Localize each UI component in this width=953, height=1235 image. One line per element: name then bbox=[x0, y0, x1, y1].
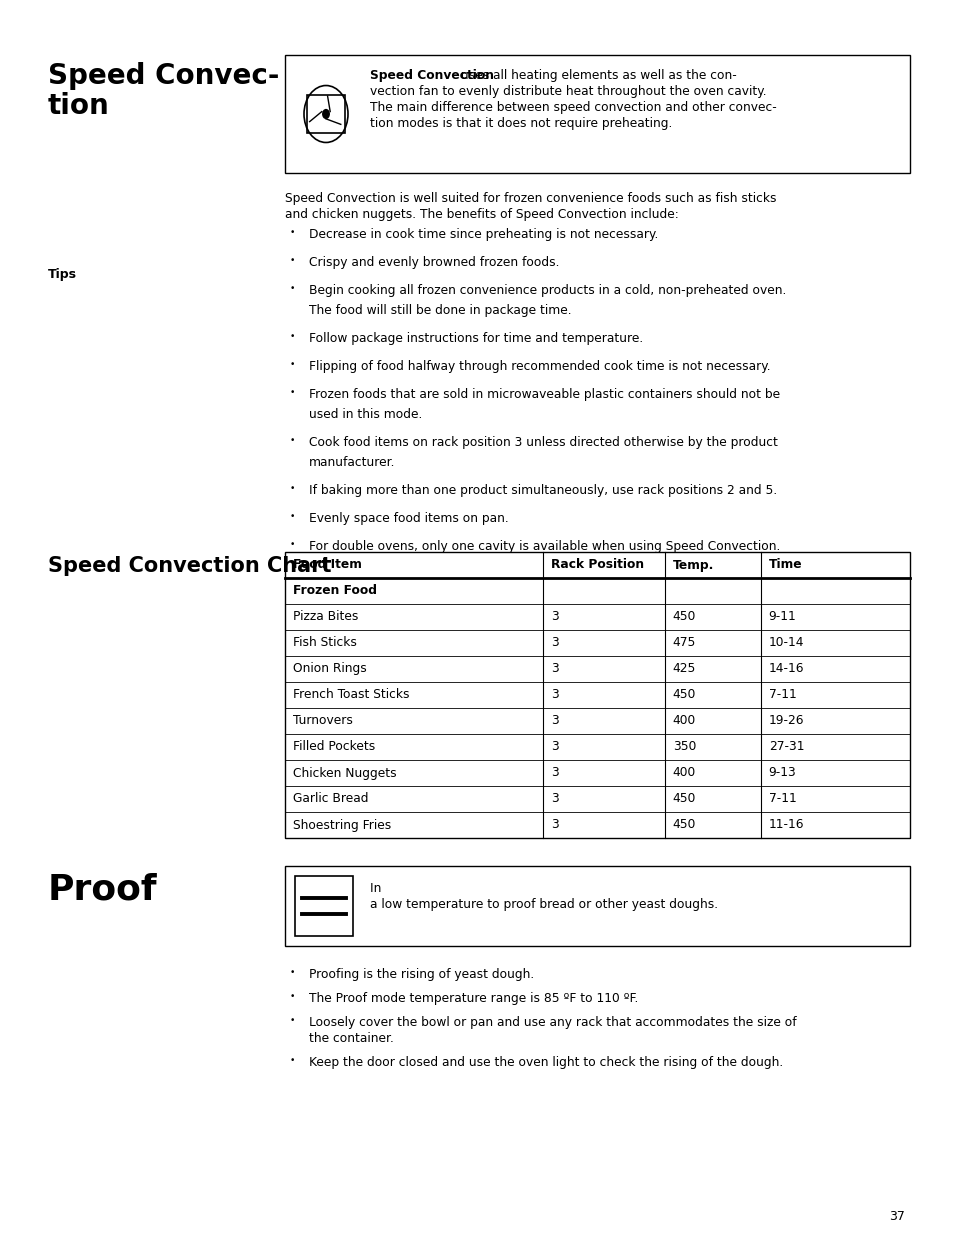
Text: 3: 3 bbox=[550, 688, 558, 701]
Bar bbox=[294, 876, 353, 936]
Text: Chicken Nuggets: Chicken Nuggets bbox=[293, 767, 395, 779]
Text: Onion Rings: Onion Rings bbox=[293, 662, 366, 676]
Text: 450: 450 bbox=[672, 688, 696, 701]
Text: For double ovens, only one cavity is available when using Speed Convection.: For double ovens, only one cavity is ava… bbox=[309, 540, 780, 553]
Text: 400: 400 bbox=[672, 715, 695, 727]
Text: 3: 3 bbox=[550, 767, 558, 779]
Text: the container.: the container. bbox=[309, 1032, 394, 1045]
Text: used in this mode.: used in this mode. bbox=[309, 408, 422, 421]
Text: 3: 3 bbox=[550, 819, 558, 831]
Text: 27-31: 27-31 bbox=[768, 741, 803, 753]
Text: •: • bbox=[290, 359, 294, 369]
Text: Proof: Proof bbox=[48, 872, 157, 906]
Text: The food will still be done in package time.: The food will still be done in package t… bbox=[309, 304, 571, 317]
Text: 7-11: 7-11 bbox=[768, 793, 796, 805]
Text: Shoestring Fries: Shoestring Fries bbox=[293, 819, 391, 831]
Text: Turnovers: Turnovers bbox=[293, 715, 353, 727]
Text: 400: 400 bbox=[672, 767, 695, 779]
Text: •: • bbox=[290, 540, 294, 550]
Text: Crispy and evenly browned frozen foods.: Crispy and evenly browned frozen foods. bbox=[309, 256, 558, 269]
Text: Garlic Bread: Garlic Bread bbox=[293, 793, 368, 805]
Text: vection fan to evenly distribute heat throughout the oven cavity.: vection fan to evenly distribute heat th… bbox=[370, 85, 766, 98]
Text: •: • bbox=[290, 484, 294, 493]
Text: If baking more than one product simultaneously, use rack positions 2 and 5.: If baking more than one product simultan… bbox=[309, 484, 777, 496]
Text: 19-26: 19-26 bbox=[768, 715, 803, 727]
Text: 11-16: 11-16 bbox=[768, 819, 803, 831]
Text: •: • bbox=[290, 1056, 294, 1065]
Text: 450: 450 bbox=[672, 610, 696, 624]
Text: Temp.: Temp. bbox=[672, 558, 713, 572]
Text: tion: tion bbox=[48, 91, 110, 120]
Text: French Toast Sticks: French Toast Sticks bbox=[293, 688, 409, 701]
Text: 425: 425 bbox=[672, 662, 696, 676]
Text: 14-16: 14-16 bbox=[768, 662, 803, 676]
Bar bbox=[285, 552, 909, 839]
Text: •: • bbox=[290, 284, 294, 293]
Text: Frozen foods that are sold in microwaveable plastic containers should not be: Frozen foods that are sold in microwavea… bbox=[309, 388, 780, 401]
Text: Pizza Bites: Pizza Bites bbox=[293, 610, 357, 624]
Text: 37: 37 bbox=[888, 1210, 904, 1223]
Text: 3: 3 bbox=[550, 741, 558, 753]
Text: Loosely cover the bowl or pan and use any rack that accommodates the size of: Loosely cover the bowl or pan and use an… bbox=[309, 1016, 796, 1029]
Text: •: • bbox=[290, 992, 294, 1002]
Text: The Proof mode temperature range is 85 ºF to 110 ºF.: The Proof mode temperature range is 85 º… bbox=[309, 992, 638, 1005]
Text: manufacturer.: manufacturer. bbox=[309, 456, 395, 469]
Text: 10-14: 10-14 bbox=[768, 636, 803, 650]
Text: Speed Convection is well suited for frozen convenience foods such as fish sticks: Speed Convection is well suited for froz… bbox=[285, 191, 776, 205]
Text: •: • bbox=[290, 513, 294, 521]
Text: Speed Convec-: Speed Convec- bbox=[48, 62, 279, 90]
Text: •: • bbox=[290, 1016, 294, 1025]
Text: Frozen Food: Frozen Food bbox=[293, 584, 376, 598]
Text: The main difference between speed convection and other convec-: The main difference between speed convec… bbox=[370, 101, 776, 114]
Text: Filled Pockets: Filled Pockets bbox=[293, 741, 375, 753]
Text: 3: 3 bbox=[550, 636, 558, 650]
Text: Rack Position: Rack Position bbox=[550, 558, 643, 572]
Text: and chicken nuggets. The benefits of Speed Convection include:: and chicken nuggets. The benefits of Spe… bbox=[285, 207, 678, 221]
Text: Time: Time bbox=[768, 558, 801, 572]
Text: •: • bbox=[290, 388, 294, 396]
Text: 9-11: 9-11 bbox=[768, 610, 796, 624]
Text: 9-13: 9-13 bbox=[768, 767, 796, 779]
Text: •: • bbox=[290, 332, 294, 341]
Text: a low temperature to proof bread or other yeast doughs.: a low temperature to proof bread or othe… bbox=[370, 898, 718, 911]
Text: Keep the door closed and use the oven light to check the rising of the dough.: Keep the door closed and use the oven li… bbox=[309, 1056, 782, 1070]
Text: Proofing is the rising of yeast dough.: Proofing is the rising of yeast dough. bbox=[309, 968, 534, 981]
Text: 350: 350 bbox=[672, 741, 696, 753]
Text: •: • bbox=[290, 968, 294, 977]
Circle shape bbox=[322, 109, 330, 119]
Text: uses all heating elements as well as the con-: uses all heating elements as well as the… bbox=[456, 69, 737, 82]
Text: Begin cooking all frozen convenience products in a cold, non-preheated oven.: Begin cooking all frozen convenience pro… bbox=[309, 284, 785, 296]
Text: Follow package instructions for time and temperature.: Follow package instructions for time and… bbox=[309, 332, 642, 345]
Text: In: In bbox=[370, 882, 385, 895]
Text: Speed Convection: Speed Convection bbox=[370, 69, 494, 82]
Bar bbox=[307, 95, 345, 133]
Text: Tips: Tips bbox=[48, 268, 77, 282]
Text: Evenly space food items on pan.: Evenly space food items on pan. bbox=[309, 513, 508, 525]
Text: 7-11: 7-11 bbox=[768, 688, 796, 701]
Text: •: • bbox=[290, 256, 294, 266]
Text: •: • bbox=[290, 228, 294, 237]
Text: 450: 450 bbox=[672, 793, 696, 805]
Text: 450: 450 bbox=[672, 819, 696, 831]
Text: •: • bbox=[290, 436, 294, 445]
Text: Flipping of food halfway through recommended cook time is not necessary.: Flipping of food halfway through recomme… bbox=[309, 359, 770, 373]
Text: tion modes is that it does not require preheating.: tion modes is that it does not require p… bbox=[370, 117, 672, 130]
Text: 3: 3 bbox=[550, 715, 558, 727]
Text: 475: 475 bbox=[672, 636, 696, 650]
Bar bbox=[285, 866, 909, 946]
Bar bbox=[285, 56, 909, 173]
Text: 3: 3 bbox=[550, 662, 558, 676]
Text: 3: 3 bbox=[550, 610, 558, 624]
Text: Food Item: Food Item bbox=[293, 558, 361, 572]
Text: Decrease in cook time since preheating is not necessary.: Decrease in cook time since preheating i… bbox=[309, 228, 658, 241]
Text: Cook food items on rack position 3 unless directed otherwise by the product: Cook food items on rack position 3 unles… bbox=[309, 436, 777, 450]
Text: Fish Sticks: Fish Sticks bbox=[293, 636, 356, 650]
Text: 3: 3 bbox=[550, 793, 558, 805]
Text: Speed Convection Chart: Speed Convection Chart bbox=[48, 556, 331, 576]
